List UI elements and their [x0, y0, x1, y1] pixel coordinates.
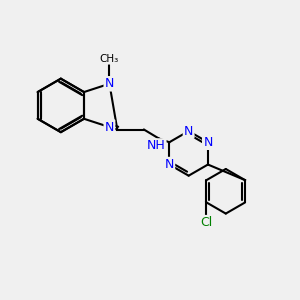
Text: N: N [105, 121, 114, 134]
Text: N: N [105, 77, 114, 90]
Text: Cl: Cl [200, 216, 213, 229]
Text: N: N [203, 136, 213, 149]
Text: CH₃: CH₃ [100, 53, 119, 64]
Text: N: N [184, 124, 193, 138]
Text: N: N [165, 158, 174, 171]
Text: NH: NH [147, 140, 165, 152]
